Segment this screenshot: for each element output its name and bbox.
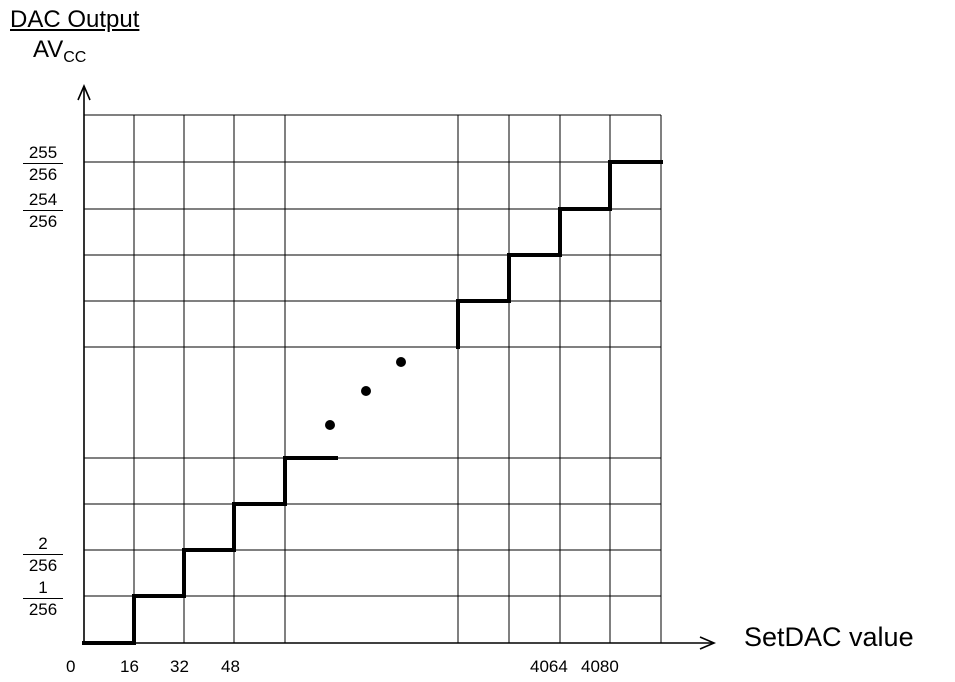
x-tick-label: 32 xyxy=(170,657,189,676)
continuation-dots xyxy=(325,357,406,430)
y-tick-label-255-256: 255 256 xyxy=(23,143,63,184)
axes xyxy=(77,83,717,650)
y-tick-denominator: 256 xyxy=(28,212,58,231)
x-tick-label: 4064 xyxy=(530,657,568,676)
x-axis-arrowhead xyxy=(699,636,717,650)
y-tick-label-2-256: 2 256 xyxy=(23,534,63,575)
y-tick-denominator: 256 xyxy=(28,556,58,575)
y-tick-numerator: 2 xyxy=(23,534,63,555)
x-tick-label: 48 xyxy=(221,657,240,676)
ellipsis-dot xyxy=(396,357,406,367)
staircase-upper-segment xyxy=(456,160,663,349)
staircase-lower-segment xyxy=(82,456,338,645)
grid xyxy=(84,114,662,643)
x-tick-label: 4080 xyxy=(581,657,619,676)
y-tick-numerator: 1 xyxy=(23,578,63,599)
ellipsis-dot xyxy=(325,420,335,430)
y-tick-denominator: 256 xyxy=(28,600,58,619)
chart-title: DAC Output xyxy=(10,6,140,33)
dac-output-staircase xyxy=(82,160,663,645)
y-tick-label-254-256: 254 256 xyxy=(23,190,63,231)
y-axis-label-main: AV xyxy=(33,36,64,63)
y-axis-label-subscript: CC xyxy=(63,49,87,66)
y-tick-label-1-256: 1 256 xyxy=(23,578,63,619)
y-tick-numerator: 255 xyxy=(23,143,63,164)
y-axis-label: AVCC xyxy=(33,36,86,67)
y-tick-numerator: 254 xyxy=(23,190,63,211)
x-tick-label: 0 xyxy=(66,657,76,676)
x-tick-label: 16 xyxy=(120,657,139,676)
y-axis-arrowhead xyxy=(77,83,91,101)
y-tick-denominator: 256 xyxy=(28,165,58,184)
x-axis-label: SetDAC value xyxy=(744,622,914,652)
ellipsis-dot xyxy=(361,386,371,396)
